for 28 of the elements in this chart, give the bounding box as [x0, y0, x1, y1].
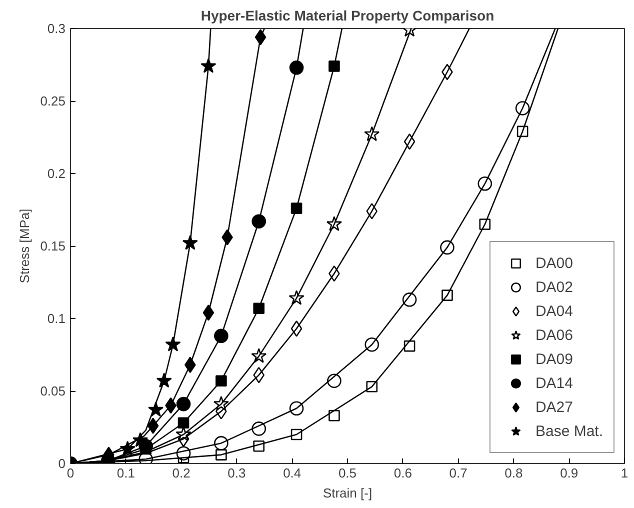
y-tick-label: 0.25: [40, 94, 66, 108]
y-tick-label: 0: [58, 456, 66, 471]
x-tick-label: 0.3: [228, 466, 246, 480]
y-tick-label: 0.05: [40, 384, 66, 398]
x-tick-label: 0.1: [116, 466, 135, 480]
legend-label: DA09: [535, 350, 573, 370]
x-tick-label: 0.4: [283, 466, 302, 480]
y-axis-title: Stress [MPa]: [17, 208, 32, 284]
legend-label: DA00: [535, 254, 573, 274]
chart-title: Hyper-Elastic Material Property Comparison: [200, 8, 494, 24]
y-tick-label: 0.1: [47, 311, 66, 326]
x-tick-label: 0.2: [172, 466, 190, 480]
y-tick-label: 0.15: [40, 238, 66, 254]
x-tick-label: 0.8: [504, 466, 523, 480]
legend-label: DA02: [535, 278, 573, 298]
x-tick-label: 1: [620, 466, 628, 480]
legend-label: Base Mat.: [535, 422, 603, 442]
x-tick-label: 0.7: [449, 466, 468, 480]
legend-label: DA27: [535, 398, 573, 418]
legend-label: DA14: [535, 374, 573, 394]
x-axis-title: Strain [-]: [322, 486, 372, 500]
legend-label: DA06: [535, 326, 573, 346]
x-tick-label: 0.9: [560, 466, 578, 480]
x-tick-label: 0.6: [394, 466, 412, 480]
x-tick-label: 0.5: [338, 466, 357, 480]
legend-label: DA04: [535, 302, 573, 322]
y-tick-label: 0.2: [47, 166, 66, 181]
y-tick-label: 0.3: [47, 21, 66, 36]
